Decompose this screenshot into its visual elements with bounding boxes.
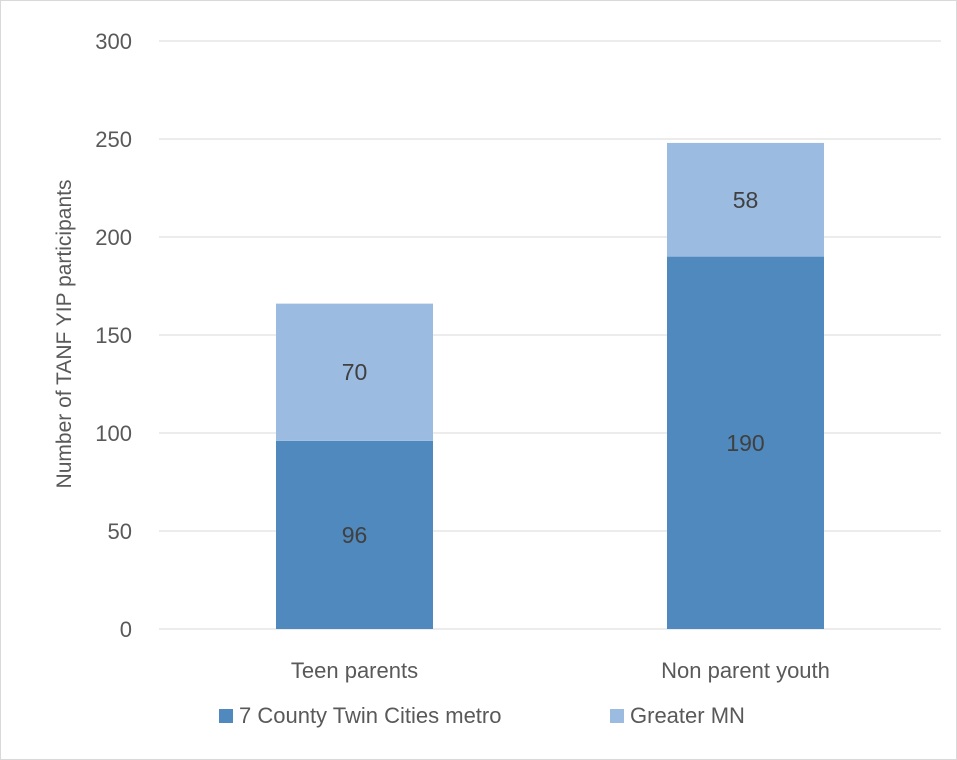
x-category-label: Teen parents [291, 658, 418, 683]
bar-segment-metro-1 [667, 256, 824, 629]
bar-segment-metro-0 [276, 440, 433, 629]
bar-segment-greater-mn-0 [276, 303, 433, 441]
y-tick-label: 300 [95, 29, 132, 54]
legend-label: Greater MN [630, 703, 745, 728]
data-label: 96 [342, 522, 368, 548]
y-tick-label: 250 [95, 127, 132, 152]
y-tick-label: 0 [120, 617, 132, 642]
data-label: 190 [726, 430, 764, 456]
y-tick-label: 150 [95, 323, 132, 348]
legend-label: 7 County Twin Cities metro [239, 703, 501, 728]
y-axis-ticks: 0 50 100 150 200 250 300 [95, 29, 132, 642]
y-tick-label: 100 [95, 421, 132, 446]
x-axis-categories: Teen parents Non parent youth [291, 658, 830, 683]
y-tick-label: 50 [108, 519, 132, 544]
y-tick-label: 200 [95, 225, 132, 250]
data-label: 70 [342, 359, 368, 385]
x-category-label: Non parent youth [661, 658, 830, 683]
legend: 7 County Twin Cities metro Greater MN [219, 703, 745, 728]
data-label: 58 [733, 187, 759, 213]
bars: 96 70 190 58 [276, 142, 824, 629]
y-axis-title: Number of TANF YIP participants [53, 180, 76, 489]
legend-swatch [219, 709, 233, 723]
bar-segment-greater-mn-1 [667, 142, 824, 257]
legend-swatch [610, 709, 624, 723]
